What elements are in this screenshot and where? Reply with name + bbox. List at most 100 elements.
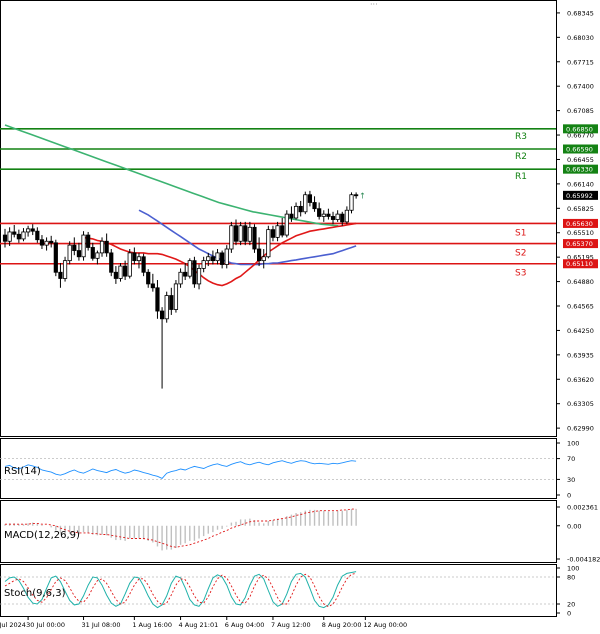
candle-bull [99,240,105,254]
rsi-pane[interactable] [0,438,557,499]
candle-bear [58,271,63,279]
candle-bear [252,226,257,250]
candle-bear [49,240,54,244]
price-tick-label: 0.63935 [567,351,594,359]
candle-bull [275,225,280,238]
price-tick-label: 0.65195 [567,254,594,262]
candle-bull [247,226,252,242]
rsi-line [4,460,357,479]
rsi-indicator [0,458,556,480]
candle-bear [307,194,313,203]
level-name-r3: R3 [515,132,527,142]
stoch-main-line [4,571,357,609]
candle-bull [303,194,308,213]
candle-bear [159,310,165,320]
candle-bear [39,239,45,246]
candle-bull [118,265,123,279]
time-tick-label: 31 Jul 08:00 [82,621,121,629]
rsi-title: RSI(14) [4,466,41,477]
candle-bull [62,260,68,279]
candle-bull [266,229,271,258]
candle-bull [67,244,72,262]
candle-bear [192,260,197,285]
macd-indicator [4,508,357,551]
level-tag-s3 [563,259,598,269]
ma-red-line [83,222,357,287]
level-name-s1: S1 [515,228,526,238]
candle-bull [173,283,179,310]
price-tick-label: 0.66140 [567,180,594,188]
candle-bull [7,231,12,242]
price-tick-label: 0.67400 [567,83,594,91]
ma-blue-line [138,209,357,266]
level-tag-label-s2: 0.65370 [566,240,593,248]
candle-bull [187,260,192,277]
rsi-tick-label: 0 [567,492,571,500]
candle-bear [76,250,82,258]
candle-bear [86,234,91,248]
candle-bear [123,265,128,277]
level-tag-r2 [563,144,598,154]
price-tick-label: 0.63305 [567,400,594,408]
candle-bear [270,229,276,238]
candle-bull [215,252,220,262]
macd-tick-label: 0.002361 [567,504,598,512]
candle-bull [229,225,234,250]
time-tick-label: 12 Aug 00:00 [363,621,407,629]
time-tick-label: 1 Aug 16:00 [132,621,172,629]
candle-bull [44,240,49,246]
stoch-title: Stoch(9,6,3) [4,588,66,599]
price-tick-label: 0.66455 [567,156,594,164]
level-tag-s1 [563,218,598,228]
price-tick-label: 0.68345 [567,9,594,17]
stoch-indicator [0,571,556,609]
candle-bear [298,205,303,213]
stoch-signal-line [4,572,357,608]
stoch-pane[interactable] [0,564,557,617]
stoch-tick-label: 0 [567,610,571,618]
candle-bear [30,228,35,232]
candle-bull [25,228,31,233]
price-tick-label: 0.68030 [567,34,594,42]
candle-bear [155,287,160,312]
candle-bear [113,271,118,279]
menu-dots-icon[interactable]: ··· [370,0,378,9]
candle-bull [178,271,183,285]
candle-bear [210,256,215,262]
level-name-s3: S3 [515,269,526,279]
macd-title: MACD(12,26,9) [4,530,80,541]
candle-bear [340,213,345,223]
price-tick-label: 0.64250 [567,327,594,335]
candle-bull [335,213,340,220]
level-tag-label-s1: 0.65630 [566,220,593,228]
time-tick-label: 30 Jul 00:00 [26,621,65,629]
price-tick-label: 0.65825 [567,205,594,213]
level-tag-label-s3: 0.65110 [566,260,593,268]
candlesticks: ↑ [2,190,366,389]
candle-bear [326,213,331,217]
candle-bull [81,234,86,258]
moving-averages [4,124,357,287]
stoch-tick-label: 100 [567,565,579,573]
candle-bear [256,248,262,262]
candle-bear [104,240,109,254]
level-tag-r3 [563,124,598,134]
candle-bull [321,213,326,217]
current-price-tag [563,190,598,200]
level-names: R3 R2 R1 S1 S2 S3 [515,132,527,279]
candle-bear [243,225,248,242]
candle-bear [169,295,174,310]
candle-bear [132,252,137,262]
price-tick-label: 0.65510 [567,229,594,237]
ma-green-line [4,124,339,227]
level-name-r2: R2 [515,152,527,162]
candle-bull [95,252,100,259]
candle-bear [220,252,225,265]
main-pane[interactable] [0,0,557,437]
candle-bear [146,271,151,285]
time-tick-label: 8 Aug 20:00 [322,621,362,629]
level-tag-label-r2: 0.66590 [566,145,593,153]
candle-bull [206,256,211,262]
